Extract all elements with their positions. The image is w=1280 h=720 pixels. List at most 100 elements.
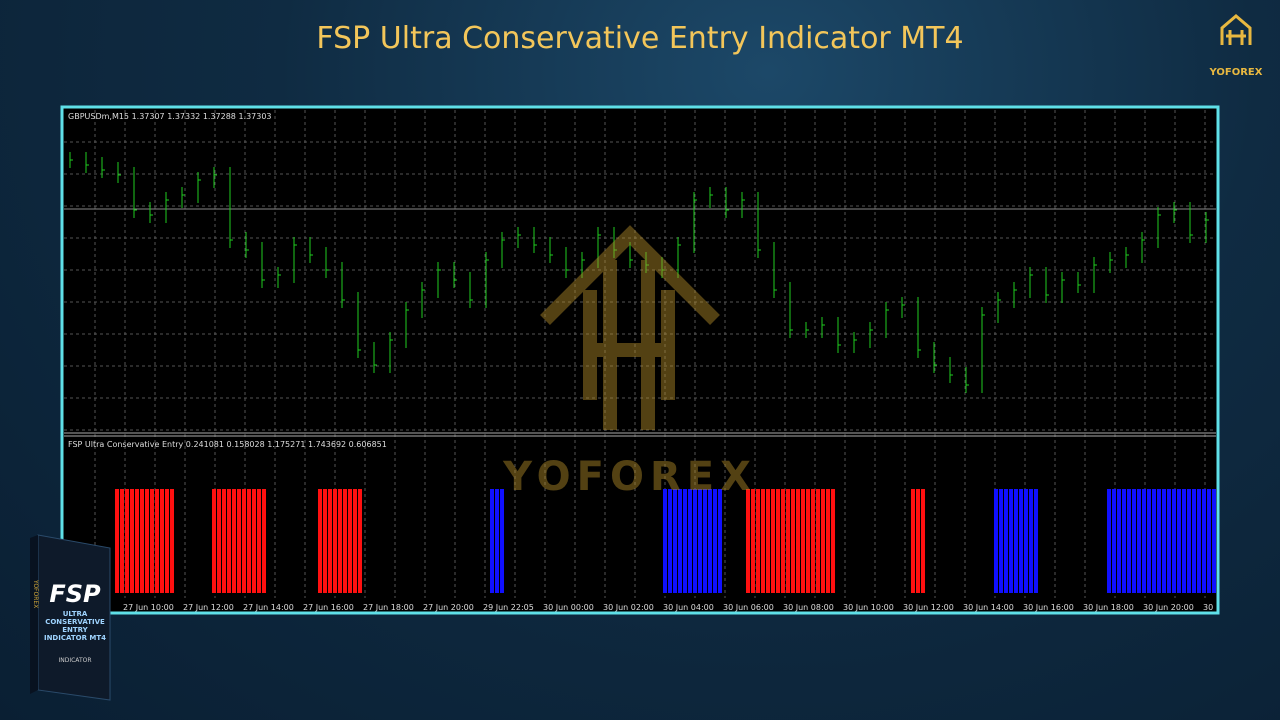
signal-bar xyxy=(323,489,327,593)
signal-bar xyxy=(673,489,677,593)
signal-bar xyxy=(781,489,785,593)
signal-bar xyxy=(1009,489,1013,593)
time-label: 30 Jun 12:00 xyxy=(903,603,954,612)
grid xyxy=(64,110,1216,598)
time-label: 30 Jun 08:00 xyxy=(783,603,834,612)
signal-bar xyxy=(1137,489,1141,593)
signal-bar xyxy=(698,489,702,593)
signal-bar xyxy=(125,489,129,593)
signal-bar xyxy=(791,489,795,593)
signal-bar xyxy=(490,489,494,593)
signal-bar xyxy=(1162,489,1166,593)
signal-bar xyxy=(1147,489,1151,593)
time-label: 30 Jun 00:00 xyxy=(543,603,594,612)
signal-bar xyxy=(217,489,221,593)
signal-bar xyxy=(242,489,246,593)
signal-bar xyxy=(1112,489,1116,593)
signal-bar xyxy=(776,489,780,593)
signal-bar xyxy=(1107,489,1111,593)
price-label: GBPUSDm,M15 1.37307 1.37332 1.37288 1.37… xyxy=(68,112,272,121)
signal-bar xyxy=(170,489,174,593)
time-label: 30 Jun 14:00 xyxy=(963,603,1014,612)
signal-bar xyxy=(751,489,755,593)
signal-bar xyxy=(718,489,722,593)
signal-bar xyxy=(155,489,159,593)
product-name: FSP xyxy=(49,580,101,608)
signal-bar xyxy=(771,489,775,593)
signal-bar xyxy=(1132,489,1136,593)
signal-bar xyxy=(120,489,124,593)
title: FSP Ultra Conservative Entry Indicator M… xyxy=(316,21,963,56)
time-label: 27 Jun 10:00 xyxy=(123,603,174,612)
product-kind: INDICATOR xyxy=(58,657,91,664)
signal-bar xyxy=(1192,489,1196,593)
signal-bar xyxy=(212,489,216,593)
signal-bar xyxy=(353,489,357,593)
signal-bar xyxy=(821,489,825,593)
product-subtitle: ULTRA CONSERVATIVE ENTRY INDICATOR MT4 xyxy=(43,610,107,640)
signal-bar xyxy=(495,489,499,593)
signal-bar xyxy=(766,489,770,593)
signal-bar xyxy=(811,489,815,593)
signal-bar xyxy=(816,489,820,593)
signal-bar xyxy=(1142,489,1146,593)
signal-bar xyxy=(688,489,692,593)
signal-bar xyxy=(703,489,707,593)
signal-bar xyxy=(1207,489,1211,593)
signal-bar xyxy=(663,489,667,593)
signal-bar xyxy=(916,489,920,593)
signal-bar xyxy=(1034,489,1038,593)
signal-bar xyxy=(318,489,322,593)
product-subtitle-box: ULTRA CONSERVATIVE ENTRY INDICATOR MT4 xyxy=(43,610,107,640)
signal-histogram xyxy=(115,489,1216,593)
signal-bar xyxy=(262,489,266,593)
signal-bar xyxy=(1167,489,1171,593)
signal-bar xyxy=(150,489,154,593)
signal-bar xyxy=(1024,489,1028,593)
signal-bar xyxy=(222,489,226,593)
signal-bar xyxy=(1177,489,1181,593)
time-label: 29 Jun 22:05 xyxy=(483,603,534,612)
signal-bar xyxy=(801,489,805,593)
signal-bar xyxy=(115,489,119,593)
signal-bar xyxy=(1029,489,1033,593)
signal-bar xyxy=(145,489,149,593)
signal-bar xyxy=(1157,489,1161,593)
time-axis: 27 Jun 10:00 27 Jun 12:00 27 Jun 14:00 27 J… xyxy=(123,603,1213,612)
indicator-label: FSP Ultra Conservative Entry 0.241081 0.… xyxy=(68,440,387,449)
signal-bar xyxy=(999,489,1003,593)
signal-bar xyxy=(994,489,998,593)
brand-logo: YOFOREX xyxy=(1209,14,1263,78)
time-label: 30 Jun 18:00 xyxy=(1083,603,1134,612)
signal-bar xyxy=(130,489,134,593)
signal-bar xyxy=(1212,489,1216,593)
signal-bar xyxy=(693,489,697,593)
product-box: FSP ULTRA CONSERVATIVE ENTRY INDICATOR M… xyxy=(30,534,111,701)
signal-bar xyxy=(328,489,332,593)
signal-bar xyxy=(333,489,337,593)
signal-bar xyxy=(1004,489,1008,593)
time-label: 30 Jun 04:00 xyxy=(663,603,714,612)
signal-bar xyxy=(160,489,164,593)
signal-bar xyxy=(257,489,261,593)
signal-bar xyxy=(135,489,139,593)
time-label: 27 Jun 14:00 xyxy=(243,603,294,612)
signal-bar xyxy=(1152,489,1156,593)
signal-bar xyxy=(1202,489,1206,593)
signal-bar xyxy=(252,489,256,593)
signal-bar xyxy=(826,489,830,593)
signal-bar xyxy=(761,489,765,593)
signal-bar xyxy=(668,489,672,593)
time-label: 30 Jun 20:00 xyxy=(1143,603,1194,612)
signal-bar xyxy=(746,489,750,593)
time-label: 30 xyxy=(1203,603,1213,612)
watermark: YOFOREX xyxy=(502,225,757,500)
signal-bar xyxy=(227,489,231,593)
watermark-text: YOFOREX xyxy=(502,454,757,500)
signal-bar xyxy=(348,489,352,593)
time-label: 27 Jun 16:00 xyxy=(303,603,354,612)
signal-bar xyxy=(806,489,810,593)
signal-bar xyxy=(708,489,712,593)
